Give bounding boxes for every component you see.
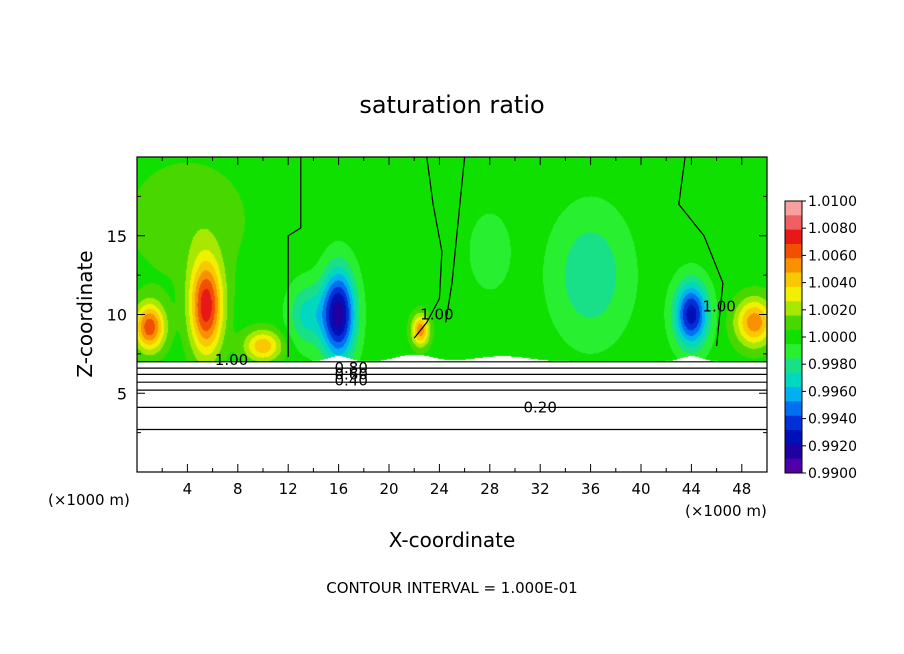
colorbar-label-10: 0.9900 — [808, 466, 857, 482]
colorbar-swatch-16 — [785, 430, 802, 445]
colorbar-swatch-11 — [785, 358, 802, 374]
colorbar-swatch-10 — [785, 344, 802, 359]
x-tick-label-10: 44 — [682, 480, 701, 498]
contour-line-3 — [445, 157, 466, 323]
contour-layer: 1.00 1.00 1.00 0.800.600.40 0.20 — [137, 157, 767, 431]
colorbar-swatch-0 — [785, 201, 802, 216]
colorbar-swatch-17 — [785, 444, 802, 460]
colorbar-swatch-9 — [785, 329, 802, 345]
contour-line-1 — [287, 157, 302, 357]
colorbar-swatch-12 — [785, 372, 802, 388]
colorbar-swatch-5 — [785, 272, 802, 288]
heatmap-canvas — [137, 157, 767, 472]
x-tick-label-4: 20 — [379, 480, 398, 498]
colorbar-swatch-18 — [785, 458, 802, 474]
contour-label-7: 0.40 — [334, 372, 367, 390]
colorbar-swatch-7 — [785, 301, 802, 317]
colorbar-label-8: 0.9940 — [808, 412, 857, 428]
x-tick-label-6: 28 — [480, 480, 499, 498]
x-axis-ticks: 4 8 12 16 20 24 28 32 36 40 44 48 — [161, 157, 751, 498]
contour-label-2: 1.00 — [420, 306, 453, 324]
colorbar-swatch-1 — [785, 215, 802, 231]
contour-line-2 — [413, 157, 443, 339]
y-axis-ticks: 5 10 15 — [107, 195, 767, 434]
contour-label-0: 1.00 — [215, 351, 248, 369]
colorbar-swatch-6 — [785, 286, 802, 302]
x-tick-label-11: 48 — [732, 480, 751, 498]
colorbar-label-4: 1.0020 — [808, 303, 857, 319]
x-tick-label-3: 16 — [329, 480, 348, 498]
y-tick-label-2: 15 — [107, 227, 127, 246]
contour-label-9: 0.20 — [523, 398, 556, 416]
colorbar-swatch-15 — [785, 415, 802, 431]
colorbar-label-7: 0.9960 — [808, 384, 857, 400]
colorbar-swatch-4 — [785, 258, 802, 274]
y-axis-label: Z-coordinate — [73, 250, 97, 377]
x-unit-right: (×1000 m) — [685, 502, 767, 520]
colorbar-swatch-13 — [785, 387, 802, 402]
colorbar-label-3: 1.0040 — [808, 276, 857, 292]
x-tick-label-7: 32 — [531, 480, 550, 498]
colorbar-swatch-8 — [785, 315, 802, 331]
colorbar-swatch-3 — [785, 243, 802, 259]
y-tick-label-1: 10 — [107, 306, 127, 325]
colorbar-label-5: 1.0000 — [808, 330, 857, 346]
colorbar-label-6: 0.9980 — [808, 357, 857, 373]
colorbar-label-2: 1.0060 — [808, 248, 857, 264]
colorbar-swatch-14 — [785, 401, 802, 417]
colorbar: 1.0100 1.0080 1.0060 1.0040 1.0020 1.0000 0.99… — [784, 194, 857, 482]
x-unit-left: (×1000 m) — [48, 491, 130, 509]
x-tick-label-8: 36 — [581, 480, 600, 498]
x-tick-label-9: 40 — [631, 480, 650, 498]
x-tick-label-1: 8 — [233, 480, 243, 498]
colorbar-swatch-2 — [785, 229, 802, 245]
x-tick-label-0: 4 — [183, 480, 193, 498]
contour-interval-footer: CONTOUR INTERVAL = 1.000E-01 — [326, 579, 577, 597]
x-axis-label: X-coordinate — [389, 528, 516, 552]
plot-area: 1.00 1.00 1.00 0.800.600.40 0.20 — [137, 157, 767, 472]
colorbar-label-1: 1.0080 — [808, 221, 857, 237]
colorbar-label-0: 1.0100 — [808, 194, 857, 210]
y-tick-label-0: 5 — [117, 384, 127, 403]
colorbar-label-9: 0.9920 — [808, 439, 857, 455]
contour-line-4 — [678, 157, 724, 347]
contour-label-5: 0.80 — [334, 359, 367, 377]
contour-label-6: 0.60 — [334, 365, 367, 383]
contour-label-4: 1.00 — [702, 298, 735, 316]
x-tick-label-5: 24 — [430, 480, 449, 498]
x-tick-label-2: 12 — [279, 480, 298, 498]
chart-title: saturation ratio — [359, 91, 544, 119]
